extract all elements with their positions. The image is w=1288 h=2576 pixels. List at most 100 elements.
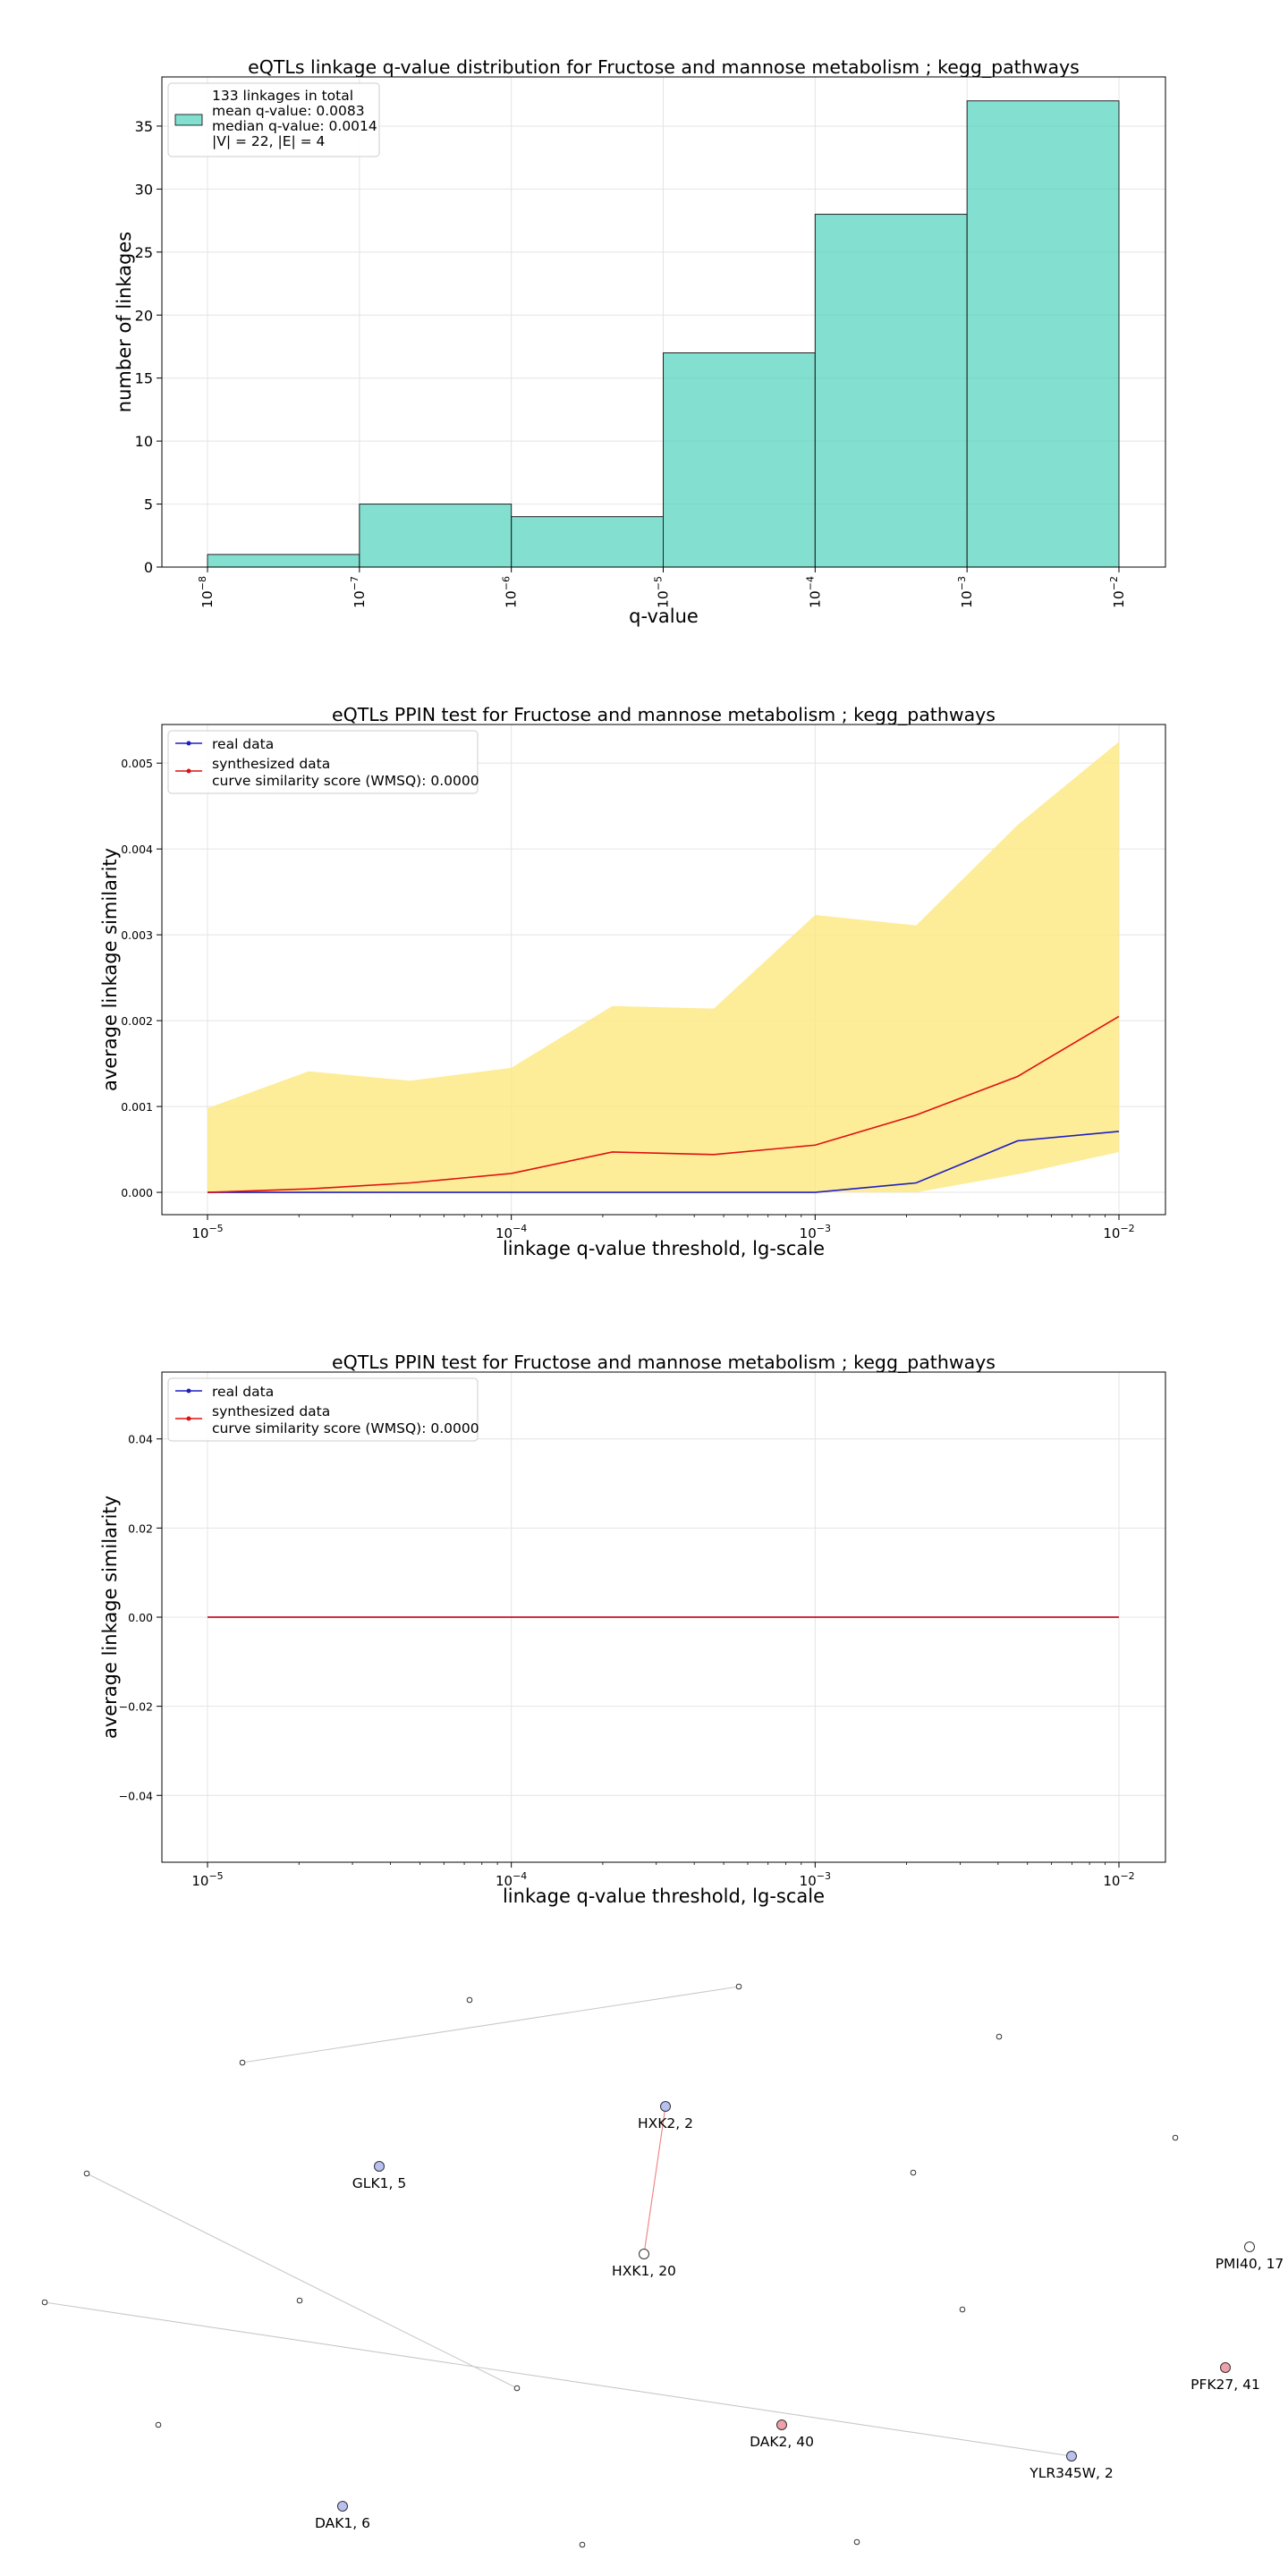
network-node	[1172, 2134, 1179, 2141]
ppin-chart-1-legend-synth-marker	[186, 768, 191, 774]
ppin-chart-2: eQTLs PPIN test for Fructose and mannose…	[99, 1352, 1166, 1907]
ppin-chart-1-y-tick-label: 0.001	[121, 1100, 153, 1114]
histogram-y-tick-label: 15	[135, 370, 153, 387]
histogram-legend-box	[167, 82, 380, 157]
network-node	[910, 2169, 917, 2176]
ppin-chart-2-legend-real-marker	[186, 1388, 191, 1394]
histogram-y-label: number of linkages	[114, 232, 135, 412]
network-node	[776, 2419, 787, 2430]
network-nodes: HXK2, 2 GLK1, 5 HXK1, 20 PMI40, 17 PFK27, 41…	[41, 1983, 1284, 2548]
ppin-chart-2-y-tick-label: −0.02	[119, 1700, 153, 1714]
histogram-panel: eQTLs linkage q-value distribution for F…	[114, 56, 1166, 627]
network-node	[996, 2033, 1003, 2040]
network-node	[853, 2538, 860, 2546]
histogram-bars	[207, 100, 1120, 568]
network-node	[959, 2306, 966, 2313]
network-node	[83, 2170, 90, 2177]
ppin-chart-1-real-data-line	[208, 1131, 1120, 1193]
histogram-bar	[359, 504, 513, 568]
ppin-chart-2-x-tick-label: 10−5	[191, 1870, 223, 1889]
ppin-chart-2-legend-box	[167, 1377, 479, 1442]
histogram-x-ticks: 10−8 10−7 10−6 10−5 10−4 10−3 10−2	[197, 567, 1127, 608]
network-node-label: DAK1, 6	[315, 2515, 370, 2531]
ppin-chart-2-y-tick-label: −0.04	[119, 1789, 153, 1802]
ppin-chart-1-x-tick-label: 10−2	[1103, 1223, 1134, 1241]
histogram-bar	[966, 100, 1120, 568]
ppin-chart-1-synthesized-data-line	[207, 1015, 1120, 1193]
ppin-chart-1-y-tick-label: 0.002	[121, 1014, 153, 1028]
histogram-y-ticks: 0 5 10 15 20 25 30 35	[135, 118, 162, 576]
histogram-x-tick-label: 10−6	[501, 576, 520, 608]
network-node	[1066, 2451, 1077, 2462]
ppin-chart-2-y-ticks: −0.04 −0.02 0.00 0.02 0.04	[119, 1433, 162, 1802]
ppin-chart-1-y-tick-label: 0.003	[121, 928, 153, 942]
histogram-legend-line-2: mean q-value: 0.0083	[212, 103, 365, 119]
histogram-legend-line-1: 133 linkages in total	[212, 88, 353, 104]
histogram-legend-swatch	[174, 114, 203, 126]
network-node	[337, 2501, 348, 2512]
ppin-chart-1-y-tick-label: 0.000	[121, 1186, 153, 1199]
network-edge	[44, 2301, 1072, 2457]
ppin-chart-1-y-tick-label: 0.004	[121, 843, 153, 856]
network-node	[466, 1996, 473, 2004]
histogram-y-tick-label: 0	[144, 559, 153, 576]
ppin-chart-1-x-label: linkage q-value threshold, lg-scale	[503, 1238, 825, 1259]
network-node	[374, 2161, 385, 2172]
ppin-chart-1-legend-note: curve similarity score (WMSQ): 0.0000	[212, 773, 479, 789]
histogram-x-tick-label: 10−7	[349, 576, 368, 608]
ppin-chart-1-plot-frame	[161, 724, 1166, 1216]
ppin-chart-2-x-tick-label: 10−2	[1103, 1870, 1134, 1889]
network-node	[41, 2299, 48, 2306]
ppin-chart-2-x-label: linkage q-value threshold, lg-scale	[503, 1885, 825, 1907]
ppin-network-graph: HXK2, 2 GLK1, 5 HXK1, 20 PMI40, 17 PFK27, 41…	[41, 1983, 1284, 2548]
histogram-legend-line-4: |V| = 22, |E| = 4	[212, 133, 325, 149]
histogram-x-tick-label: 10−3	[956, 576, 975, 608]
network-node	[239, 2059, 246, 2066]
network-node	[660, 2101, 671, 2112]
network-node	[579, 2541, 586, 2548]
histogram-x-tick-label: 10−8	[197, 576, 216, 608]
ppin-chart-1-legend-synth-label: synthesized data	[212, 756, 330, 772]
network-node-label: HXK1, 20	[612, 2263, 676, 2279]
histogram-x-label: q-value	[629, 606, 699, 627]
network-node-label: PMI40, 17	[1216, 2256, 1284, 2272]
histogram-bar	[814, 214, 968, 568]
histogram-y-tick-label: 10	[135, 433, 153, 450]
network-edges	[44, 1986, 1072, 2457]
ppin-chart-2-legend-real-label: real data	[212, 1384, 274, 1400]
histogram-y-tick-label: 5	[144, 496, 153, 513]
network-node-label: YLR345W, 2	[1029, 2465, 1114, 2481]
network-node	[513, 2385, 521, 2392]
network-node	[155, 2421, 162, 2428]
ppin-chart-2-legend-synth-marker	[186, 1416, 191, 1421]
ppin-chart-2-y-tick-label: 0.00	[128, 1611, 153, 1624]
histogram-y-tick-label: 30	[135, 181, 153, 198]
ppin-chart-2-y-label: average linkage similarity	[99, 1496, 121, 1739]
network-node	[296, 2297, 303, 2304]
ppin-chart-2-legend-synth-label: synthesized data	[212, 1403, 330, 1419]
ppin-chart-1-confidence-band	[208, 741, 1119, 1193]
ppin-chart-2-legend-note: curve similarity score (WMSQ): 0.0000	[212, 1420, 479, 1436]
ppin-chart-1-y-ticks: 0.000 0.001 0.002 0.003 0.004 0.005	[121, 757, 162, 1199]
histogram-y-tick-label: 20	[135, 307, 153, 324]
network-edge	[86, 2173, 518, 2389]
histogram-x-tick-label: 10−4	[804, 576, 823, 608]
network-node	[735, 1983, 742, 1990]
ppin-chart-1: eQTLs PPIN test for Fructose and mannose…	[99, 704, 1166, 1259]
ppin-chart-1-legend-box	[167, 730, 479, 794]
ppin-chart-2-y-tick-label: 0.02	[128, 1521, 153, 1535]
ppin-chart-1-y-label: average linkage similarity	[99, 848, 121, 1091]
histogram-bar	[511, 516, 665, 568]
histogram-legend: 133 linkages in total mean q-value: 0.00…	[167, 82, 380, 157]
ppin-chart-1-legend-real-marker	[186, 741, 191, 746]
histogram-bar	[207, 554, 360, 568]
ppin-chart-1-legend: real data synthesized data curve similar…	[167, 730, 479, 794]
network-node-label: GLK1, 5	[352, 2175, 406, 2191]
ppin-chart-2-x-ticks: 10−5 10−4 10−3 10−2	[191, 1862, 1135, 1889]
ppin-chart-1-title: eQTLs PPIN test for Fructose and mannose…	[332, 704, 996, 726]
network-node-label: DAK2, 40	[750, 2434, 814, 2450]
network-edge	[643, 2106, 666, 2255]
histogram-x-tick-label: 10−2	[1108, 576, 1127, 608]
ppin-chart-1-y-tick-label: 0.005	[121, 757, 153, 770]
